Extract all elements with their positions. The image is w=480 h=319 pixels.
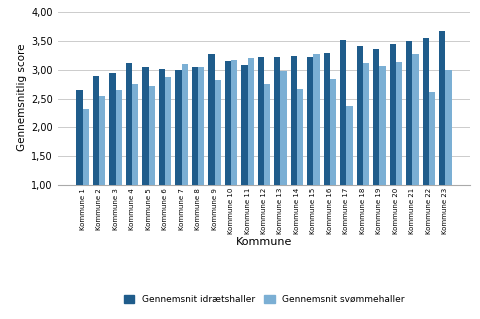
Bar bbox=[248, 58, 254, 185]
Bar bbox=[264, 84, 270, 185]
Legend: Gennemsnit idrætshaller, Gennemsnit svømmehaller: Gennemsnit idrætshaller, Gennemsnit svøm… bbox=[120, 291, 408, 308]
Bar bbox=[126, 63, 132, 185]
Bar bbox=[231, 60, 237, 185]
Bar bbox=[198, 67, 204, 185]
Bar bbox=[280, 71, 287, 185]
Bar bbox=[330, 78, 336, 185]
Bar bbox=[142, 67, 149, 185]
Bar bbox=[390, 43, 396, 185]
Bar bbox=[93, 76, 99, 185]
Bar bbox=[192, 67, 198, 185]
Bar bbox=[225, 61, 231, 185]
Bar bbox=[241, 65, 248, 185]
Bar bbox=[132, 84, 138, 185]
Bar bbox=[215, 80, 221, 185]
Bar bbox=[159, 69, 165, 185]
Bar bbox=[340, 40, 347, 185]
Bar bbox=[181, 64, 188, 185]
Bar bbox=[99, 96, 106, 185]
Y-axis label: Gennemsnitlig score: Gennemsnitlig score bbox=[17, 44, 27, 151]
Bar bbox=[116, 90, 122, 185]
Bar bbox=[149, 86, 155, 185]
Bar bbox=[422, 38, 429, 185]
Bar bbox=[274, 57, 280, 185]
Bar bbox=[439, 32, 445, 185]
Bar bbox=[258, 57, 264, 185]
Bar bbox=[291, 56, 297, 185]
Bar bbox=[324, 53, 330, 185]
Bar bbox=[297, 89, 303, 185]
Bar bbox=[379, 66, 386, 185]
Bar bbox=[313, 54, 320, 185]
Bar bbox=[429, 92, 435, 185]
Bar bbox=[396, 63, 402, 185]
Bar bbox=[307, 57, 313, 185]
X-axis label: Kommune: Kommune bbox=[236, 237, 292, 247]
Bar bbox=[412, 54, 419, 185]
Bar bbox=[76, 90, 83, 185]
Bar bbox=[109, 73, 116, 185]
Bar bbox=[347, 106, 353, 185]
Bar bbox=[83, 109, 89, 185]
Bar bbox=[373, 49, 379, 185]
Bar bbox=[165, 77, 171, 185]
Bar bbox=[208, 54, 215, 185]
Bar bbox=[445, 70, 452, 185]
Bar bbox=[406, 41, 412, 185]
Bar bbox=[175, 70, 181, 185]
Bar bbox=[363, 63, 369, 185]
Bar bbox=[357, 46, 363, 185]
